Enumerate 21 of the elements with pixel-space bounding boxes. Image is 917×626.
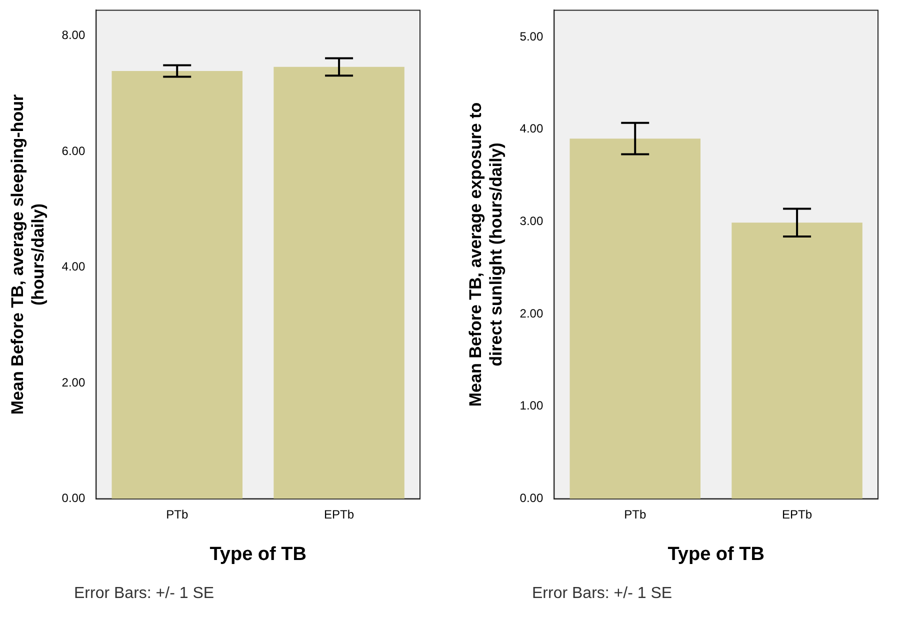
x-axis-title: Type of TB	[668, 544, 764, 565]
y-tick-label: 2.00	[62, 375, 86, 390]
y-tick-label: 2.00	[520, 306, 544, 320]
text: Error Bars: +/- 1 SE	[74, 585, 214, 603]
x-axis-title: Type of TB	[210, 544, 306, 565]
y-tick-label: 0.00	[520, 491, 544, 506]
y-tick-label: 1.00	[520, 398, 544, 413]
y-tick-label: 5.00	[520, 29, 544, 44]
y-tick-label: 3.00	[520, 214, 544, 228]
x-tick-label: PTb	[624, 507, 646, 522]
x-tick-label: EPTb	[782, 507, 812, 522]
text: Error Bars: +/- 1 SE	[532, 585, 672, 603]
y-tick-label: 0.00	[62, 491, 86, 506]
y-axis-title: Mean Before TB, average sleeping-hour (hours/daily)	[8, 94, 48, 415]
x-tick-label: EPTb	[324, 507, 354, 522]
y-axis-title: Mean Before TB, average exposure to direct sunlight (hours/daily)	[466, 102, 506, 407]
y-tick-label: 6.00	[62, 144, 86, 158]
x-tick-label: PTb	[166, 507, 188, 522]
y-tick-label: 4.00	[520, 122, 544, 136]
y-tick-label: 4.00	[62, 260, 86, 274]
y-tick-label: 8.00	[62, 28, 86, 42]
